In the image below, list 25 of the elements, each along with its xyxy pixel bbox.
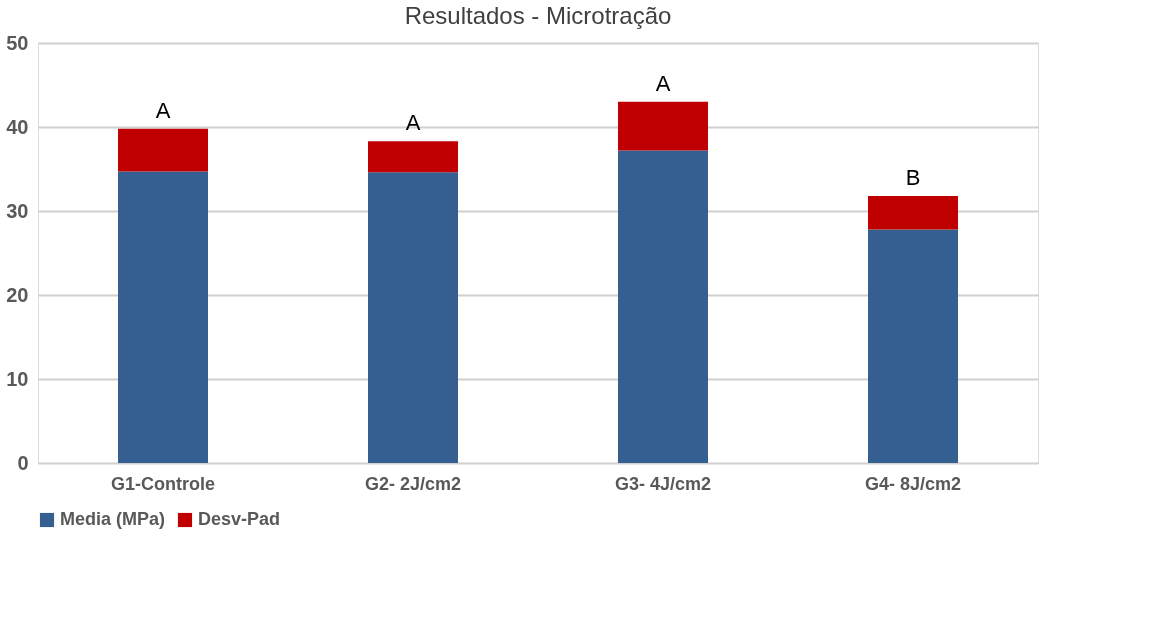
y-tick-label: 30 — [6, 199, 29, 222]
bar — [618, 101, 708, 151]
chart-title: Resultados - Microtração — [404, 2, 672, 29]
y-tick-label: 20 — [6, 283, 29, 306]
x-tick-label: G1-Controle — [110, 473, 216, 494]
y-tick-label: 0 — [17, 451, 29, 474]
annotation: A — [655, 70, 671, 96]
y-tick-label: 50 — [6, 31, 29, 54]
bar — [618, 150, 708, 463]
legend-label: Media (MPa) — [60, 509, 166, 529]
bar — [118, 171, 208, 463]
bar — [368, 141, 458, 173]
bar — [118, 128, 208, 172]
annotation: A — [155, 97, 171, 123]
annotation: B — [905, 164, 921, 190]
bar — [868, 195, 958, 230]
x-tick-label: G2- 2J/cm2 — [364, 473, 462, 494]
y-tick-label: 40 — [6, 115, 29, 138]
x-tick-label: G4- 8J/cm2 — [864, 473, 962, 494]
bar — [868, 229, 958, 463]
y-tick-label: 10 — [6, 367, 29, 390]
annotation: A — [405, 110, 421, 136]
bar — [368, 172, 458, 463]
x-tick-label: G3- 4J/cm2 — [614, 473, 712, 494]
legend-label: Desv-Pad — [198, 509, 281, 529]
